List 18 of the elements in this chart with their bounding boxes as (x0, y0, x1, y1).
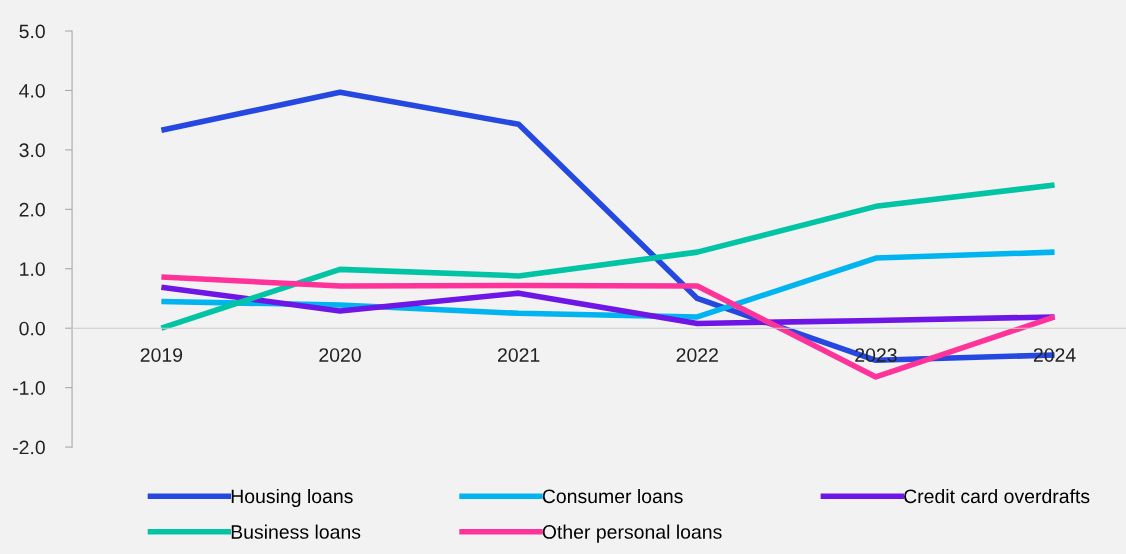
y-tick-label: 4.0 (19, 83, 45, 98)
x-tick-label: 2022 (676, 348, 718, 362)
x-tick-label: 2019 (140, 348, 183, 362)
x-tick-label: 2024 (1033, 348, 1076, 362)
legend-label: Credit card overdrafts (904, 488, 1090, 504)
y-tick-label: -1.0 (13, 381, 45, 395)
y-tick-label: 2.0 (19, 202, 45, 217)
legend-label: Consumer loans (542, 488, 683, 504)
legend-label: Business loans (231, 524, 361, 539)
y-tick-label: 5.0 (19, 24, 45, 39)
legend-label: Housing loans (231, 488, 353, 508)
y-tick-label: 3.0 (19, 143, 45, 158)
x-tick-label: 2020 (319, 348, 361, 362)
y-tick-label: 0.0 (19, 321, 45, 336)
legend-label: Other personal loans (542, 524, 722, 543)
y-tick-label: 1.0 (20, 262, 45, 277)
y-tick-label: -2.0 (13, 440, 45, 455)
x-tick-label: 2021 (498, 348, 540, 362)
